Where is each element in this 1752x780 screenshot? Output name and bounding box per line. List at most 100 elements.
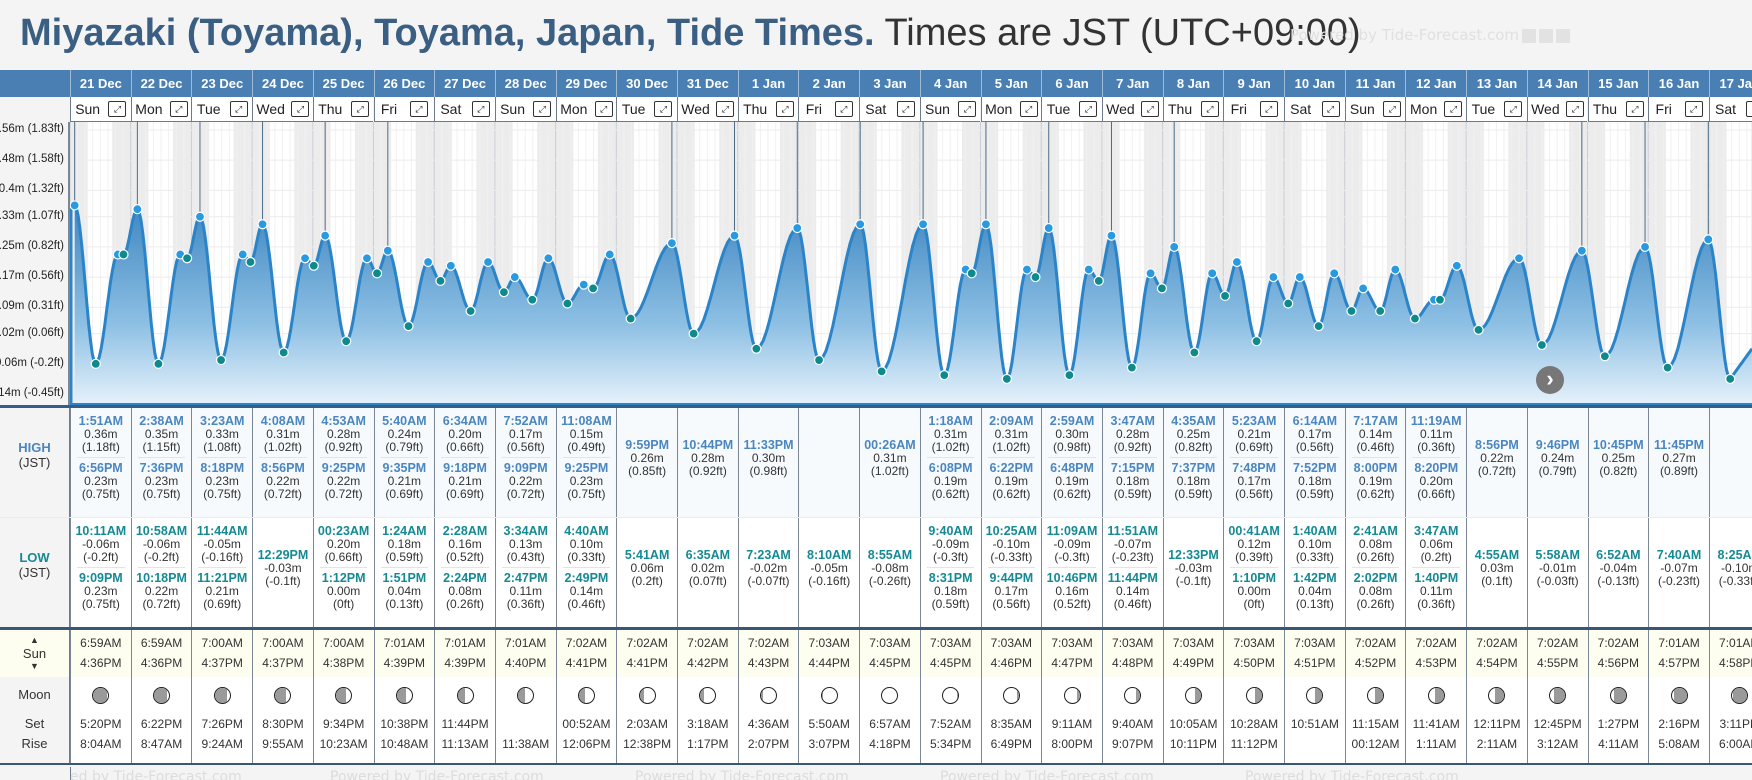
divider [987, 457, 1036, 458]
high-time: 9:59PM [625, 438, 670, 452]
high-tide-point [1083, 264, 1094, 275]
expand-arrows-icon[interactable]: ⤢ [1321, 101, 1340, 117]
low-tide-point [1313, 321, 1324, 332]
date-label: 11 Jan [1344, 70, 1406, 97]
low-tide-cell: 00:41AM 0.12m (0.39ft) 1:10PM 0.00m (0ft) [1223, 518, 1284, 627]
day-of-week: Sun ⤢ [1344, 97, 1406, 122]
high-time: 6:56PM [78, 461, 123, 475]
expand-arrows-icon[interactable]: ⤢ [958, 101, 977, 117]
low-tide-cell: 8:55AM -0.08m (-0.26ft) [859, 518, 920, 627]
high-height-m: 0.20m [448, 427, 482, 441]
expand-arrows-icon[interactable]: ⤢ [716, 101, 735, 117]
expand-arrows-icon[interactable]: ⤢ [594, 101, 613, 117]
expand-arrows-icon[interactable]: ⤢ [1141, 101, 1160, 117]
low-tide-point [751, 343, 762, 354]
low-height-m: -0.02m [749, 561, 788, 575]
moonset-time: 6:57AM [869, 717, 911, 731]
low-height-ft: (0.56ft) [992, 597, 1031, 611]
sunrise-time: 7:01AM [505, 636, 547, 650]
expand-arrows-icon[interactable]: ⤢ [896, 101, 915, 117]
sunrise-time: 7:03AM [1233, 636, 1275, 650]
low-height-ft: (-0.33ft) [990, 550, 1033, 564]
expand-arrows-icon[interactable]: ⤢ [409, 101, 428, 117]
expand-arrows-icon[interactable]: ⤢ [169, 101, 188, 117]
expand-arrows-icon[interactable]: ⤢ [1504, 101, 1523, 117]
high-height-ft: (0.36ft) [1417, 440, 1456, 454]
expand-arrows-icon[interactable]: ⤢ [291, 101, 310, 117]
expand-arrows-icon[interactable]: ⤢ [533, 101, 552, 117]
high-height-ft: (0.89ft) [1660, 464, 1699, 478]
high-height-ft: (0.72ft) [324, 487, 363, 501]
high-tide-point [361, 253, 373, 264]
weekday-label: Mon [560, 101, 588, 117]
low-time: 11:51AM [1107, 524, 1159, 538]
expand-arrows-icon[interactable]: ⤢ [1444, 101, 1463, 117]
expand-arrows-icon[interactable]: ⤢ [1625, 101, 1644, 117]
expand-arrows-icon[interactable]: ⤢ [1566, 101, 1585, 117]
expand-arrows-icon[interactable]: ⤢ [1383, 101, 1402, 117]
low-time: 10:18PM [136, 571, 187, 585]
date-label: 3 Jan [859, 70, 920, 97]
sun-times-cell: 7:02AM 4:56PM [1587, 630, 1649, 677]
moon-cell: 12:45PM 3:12AM [1526, 677, 1588, 763]
day-column: 29 Dec Mon ⤢ [555, 70, 617, 122]
expand-arrows-icon[interactable]: ⤢ [1259, 101, 1278, 117]
sunrise-time: 7:01AM [1719, 636, 1752, 650]
low-time: 10:25AM [985, 524, 1038, 538]
moonset-time: 00:52AM [562, 717, 611, 731]
next-page-button[interactable]: › [1536, 366, 1564, 394]
day-of-week: Fri ⤢ [1223, 97, 1284, 122]
timezone-note: Times are JST (UTC+09:00) [884, 12, 1361, 54]
day-of-week: Wed ⤢ [1526, 97, 1588, 122]
moonrise-time: 1:11AM [1416, 737, 1457, 751]
low-tide-point [403, 321, 414, 332]
expand-arrows-icon[interactable]: ⤢ [1079, 101, 1098, 117]
expand-arrows-icon[interactable]: ⤢ [654, 101, 673, 117]
high-tide-point [132, 204, 143, 215]
high-time: 9:46PM [1535, 438, 1580, 452]
low-tide-point [1156, 283, 1168, 294]
divider [562, 567, 611, 568]
low-height-m: -0.06m [82, 537, 120, 551]
expand-arrows-icon[interactable]: ⤢ [834, 101, 853, 117]
moonrise-time: 9:24AM [201, 737, 243, 751]
high-tide-point [1169, 241, 1180, 253]
moonset-time: 5:20PM [80, 717, 122, 731]
low-height-ft: (0.36ft) [506, 597, 545, 611]
expand-arrows-icon[interactable]: ⤢ [108, 101, 127, 117]
high-height-m: 0.22m [509, 474, 543, 488]
sunrise-time: 7:03AM [869, 636, 911, 650]
y-tick-label: 0.25m (0.82ft) [0, 239, 64, 252]
divider [319, 457, 368, 458]
expand-arrows-icon[interactable]: ⤢ [351, 101, 370, 117]
moon-cell: 9:11AM 8:00PM [1041, 677, 1102, 763]
date-label: 24 Dec [252, 70, 313, 97]
high-height-m: 0.28m [1116, 427, 1150, 441]
high-height-ft: (0.56ft) [1235, 487, 1274, 501]
sun-times-cell: 6:59AM 4:36PM [70, 630, 131, 677]
moon-cell: 00:52AM 12:06PM [555, 677, 617, 763]
high-height-m: 0.31m [266, 427, 300, 441]
day-column: 6 Jan Tue ⤢ [1041, 70, 1102, 122]
low-height-ft: (-0.07ft) [747, 574, 790, 588]
expand-arrows-icon[interactable]: ⤢ [1019, 101, 1038, 117]
low-height-m: -0.07m [1114, 537, 1152, 551]
divider [441, 457, 489, 458]
high-tide-point [1639, 241, 1651, 253]
date-header-band [0, 70, 1752, 97]
high-height-ft: (1.08ft) [203, 440, 242, 454]
day-column: 13 Jan Tue ⤢ [1466, 70, 1527, 122]
sun-times-cell: 7:03AM 4:44PM [798, 630, 859, 677]
expand-arrows-icon[interactable]: ⤢ [1200, 101, 1219, 117]
high-tide-cell [798, 408, 859, 517]
expand-arrows-icon[interactable]: ⤢ [471, 101, 490, 117]
low-time: 2:02PM [1353, 571, 1398, 585]
expand-arrows-icon[interactable]: ⤢ [775, 101, 794, 117]
expand-arrows-icon[interactable]: ⤢ [1684, 101, 1703, 117]
high-height-m: 0.26m [630, 451, 664, 465]
expand-arrows-icon[interactable]: ⤢ [1746, 101, 1752, 117]
sunset-time: 4:45PM [929, 656, 972, 670]
high-tide-point [1513, 253, 1525, 264]
expand-arrows-icon[interactable]: ⤢ [229, 101, 248, 117]
weekday-label: Thu [318, 101, 343, 117]
